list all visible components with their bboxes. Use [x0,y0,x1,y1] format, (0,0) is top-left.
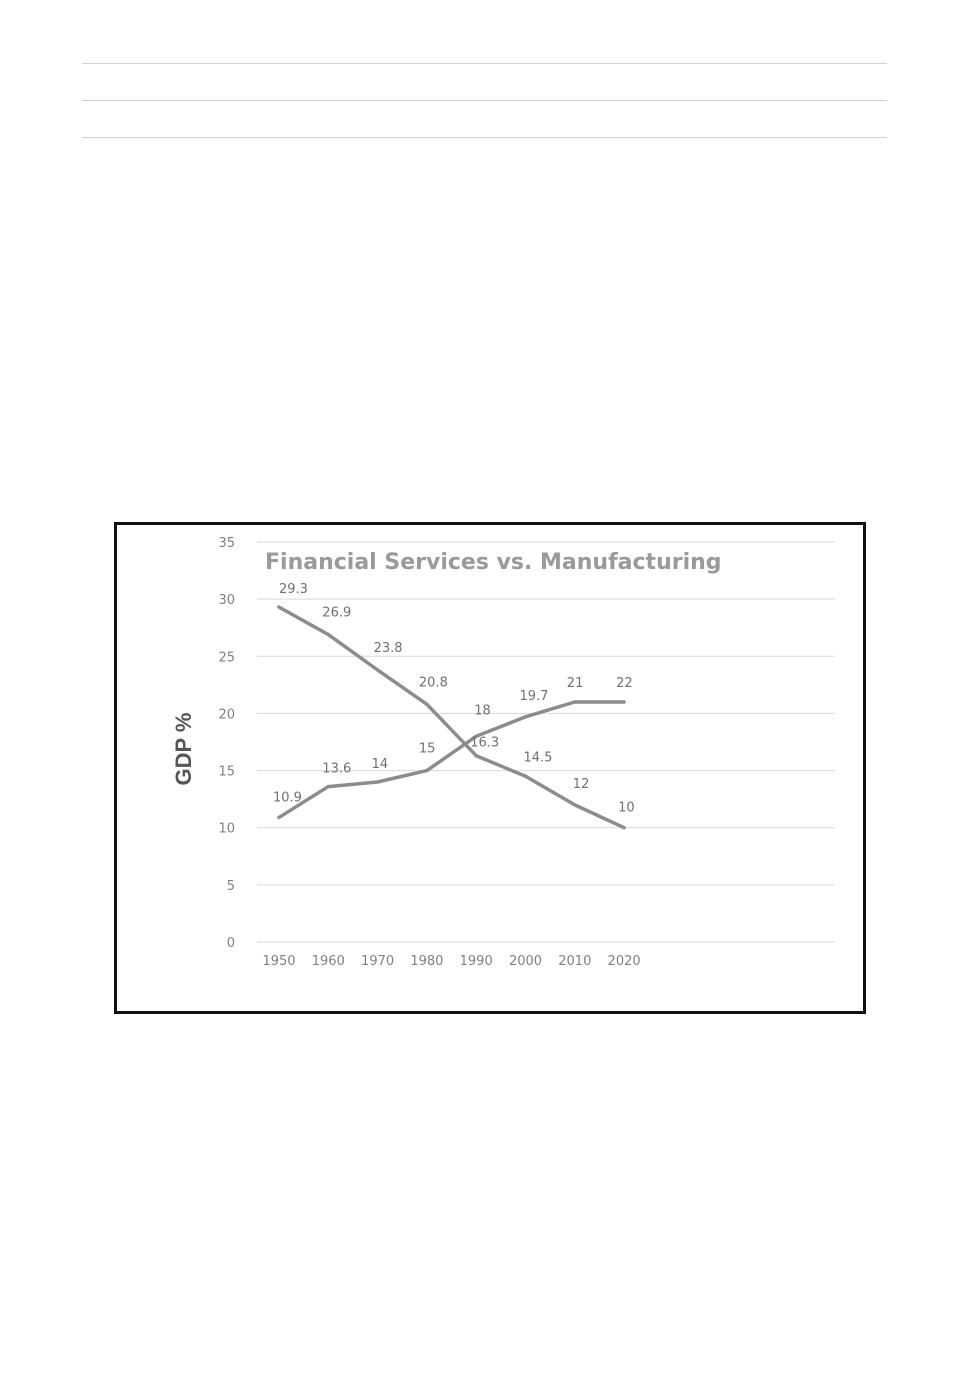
chart-frame: 0 5 10 15 20 25 30 35 1950 1960 1970 1980 1990 2000 2… [114,522,866,1014]
data-point [573,803,577,807]
chart-title: Financial Services vs. Manufacturing [265,550,722,575]
data-point [326,632,330,637]
data-point [523,715,528,719]
y-tick-label: 10 [218,822,235,837]
data-point [425,768,429,773]
x-tick-label: 1990 [460,954,493,969]
data-point [425,702,429,706]
x-tick-label: 2010 [558,954,591,969]
data-point [622,826,626,830]
data-label: 12 [573,777,590,792]
series-lines [277,605,626,830]
data-point [376,668,380,672]
data-labels: 29.3 26.9 23.8 20.8 16.3 14.5 12 10 10.9 13.6 14 15… [273,582,635,816]
data-point [376,780,380,784]
y-axis-label: GDP % [171,713,196,786]
data-label: 22 [616,676,633,691]
y-tick-label: 20 [218,707,235,722]
data-label: 15 [419,742,436,757]
x-tick-label: 1960 [312,954,345,969]
data-point [474,734,478,738]
data-point [474,754,478,758]
gridlines [257,541,835,943]
data-point [277,605,281,609]
data-label: 29.3 [279,582,308,597]
y-tick-label: 15 [218,765,235,780]
line-chart: 0 5 10 15 20 25 30 35 1950 1960 1970 1980 1990 2000 2… [171,536,835,969]
series-line-2 [277,700,626,820]
x-tick-label: 1950 [262,954,295,969]
top-rule-3 [82,137,887,138]
data-point [573,700,577,704]
y-tick-label: 5 [227,879,235,894]
data-point [523,774,528,778]
y-axis-ticks: 0 5 10 15 20 25 30 35 [218,536,235,951]
data-point [622,700,626,704]
data-label: 10 [618,801,635,816]
data-label: 23.8 [374,641,403,656]
series-line-1 [277,605,626,830]
y-tick-label: 35 [218,536,235,551]
y-tick-label: 25 [218,650,235,665]
x-tick-label: 1980 [410,954,443,969]
data-point [326,784,330,789]
data-label: 26.9 [322,606,351,621]
data-label: 10.9 [273,790,302,805]
data-label: 19.7 [520,689,549,704]
top-rule-2 [82,100,887,101]
y-tick-label: 30 [218,593,235,608]
x-tick-label: 1970 [361,954,394,969]
data-point [277,815,281,820]
data-label: 16.3 [470,736,499,751]
x-tick-label: 2000 [509,954,542,969]
y-tick-label: 0 [227,936,235,951]
data-label: 21 [567,676,584,691]
data-label: 14 [372,757,389,772]
x-tick-label: 2020 [608,954,641,969]
top-rule-1 [82,63,887,64]
data-label: 14.5 [524,750,553,765]
data-label: 13.6 [322,762,351,777]
x-axis-ticks: 1950 1960 1970 1980 1990 2000 2010 2020 [262,954,640,969]
data-label: 20.8 [419,675,448,690]
data-label: 18 [474,703,491,718]
